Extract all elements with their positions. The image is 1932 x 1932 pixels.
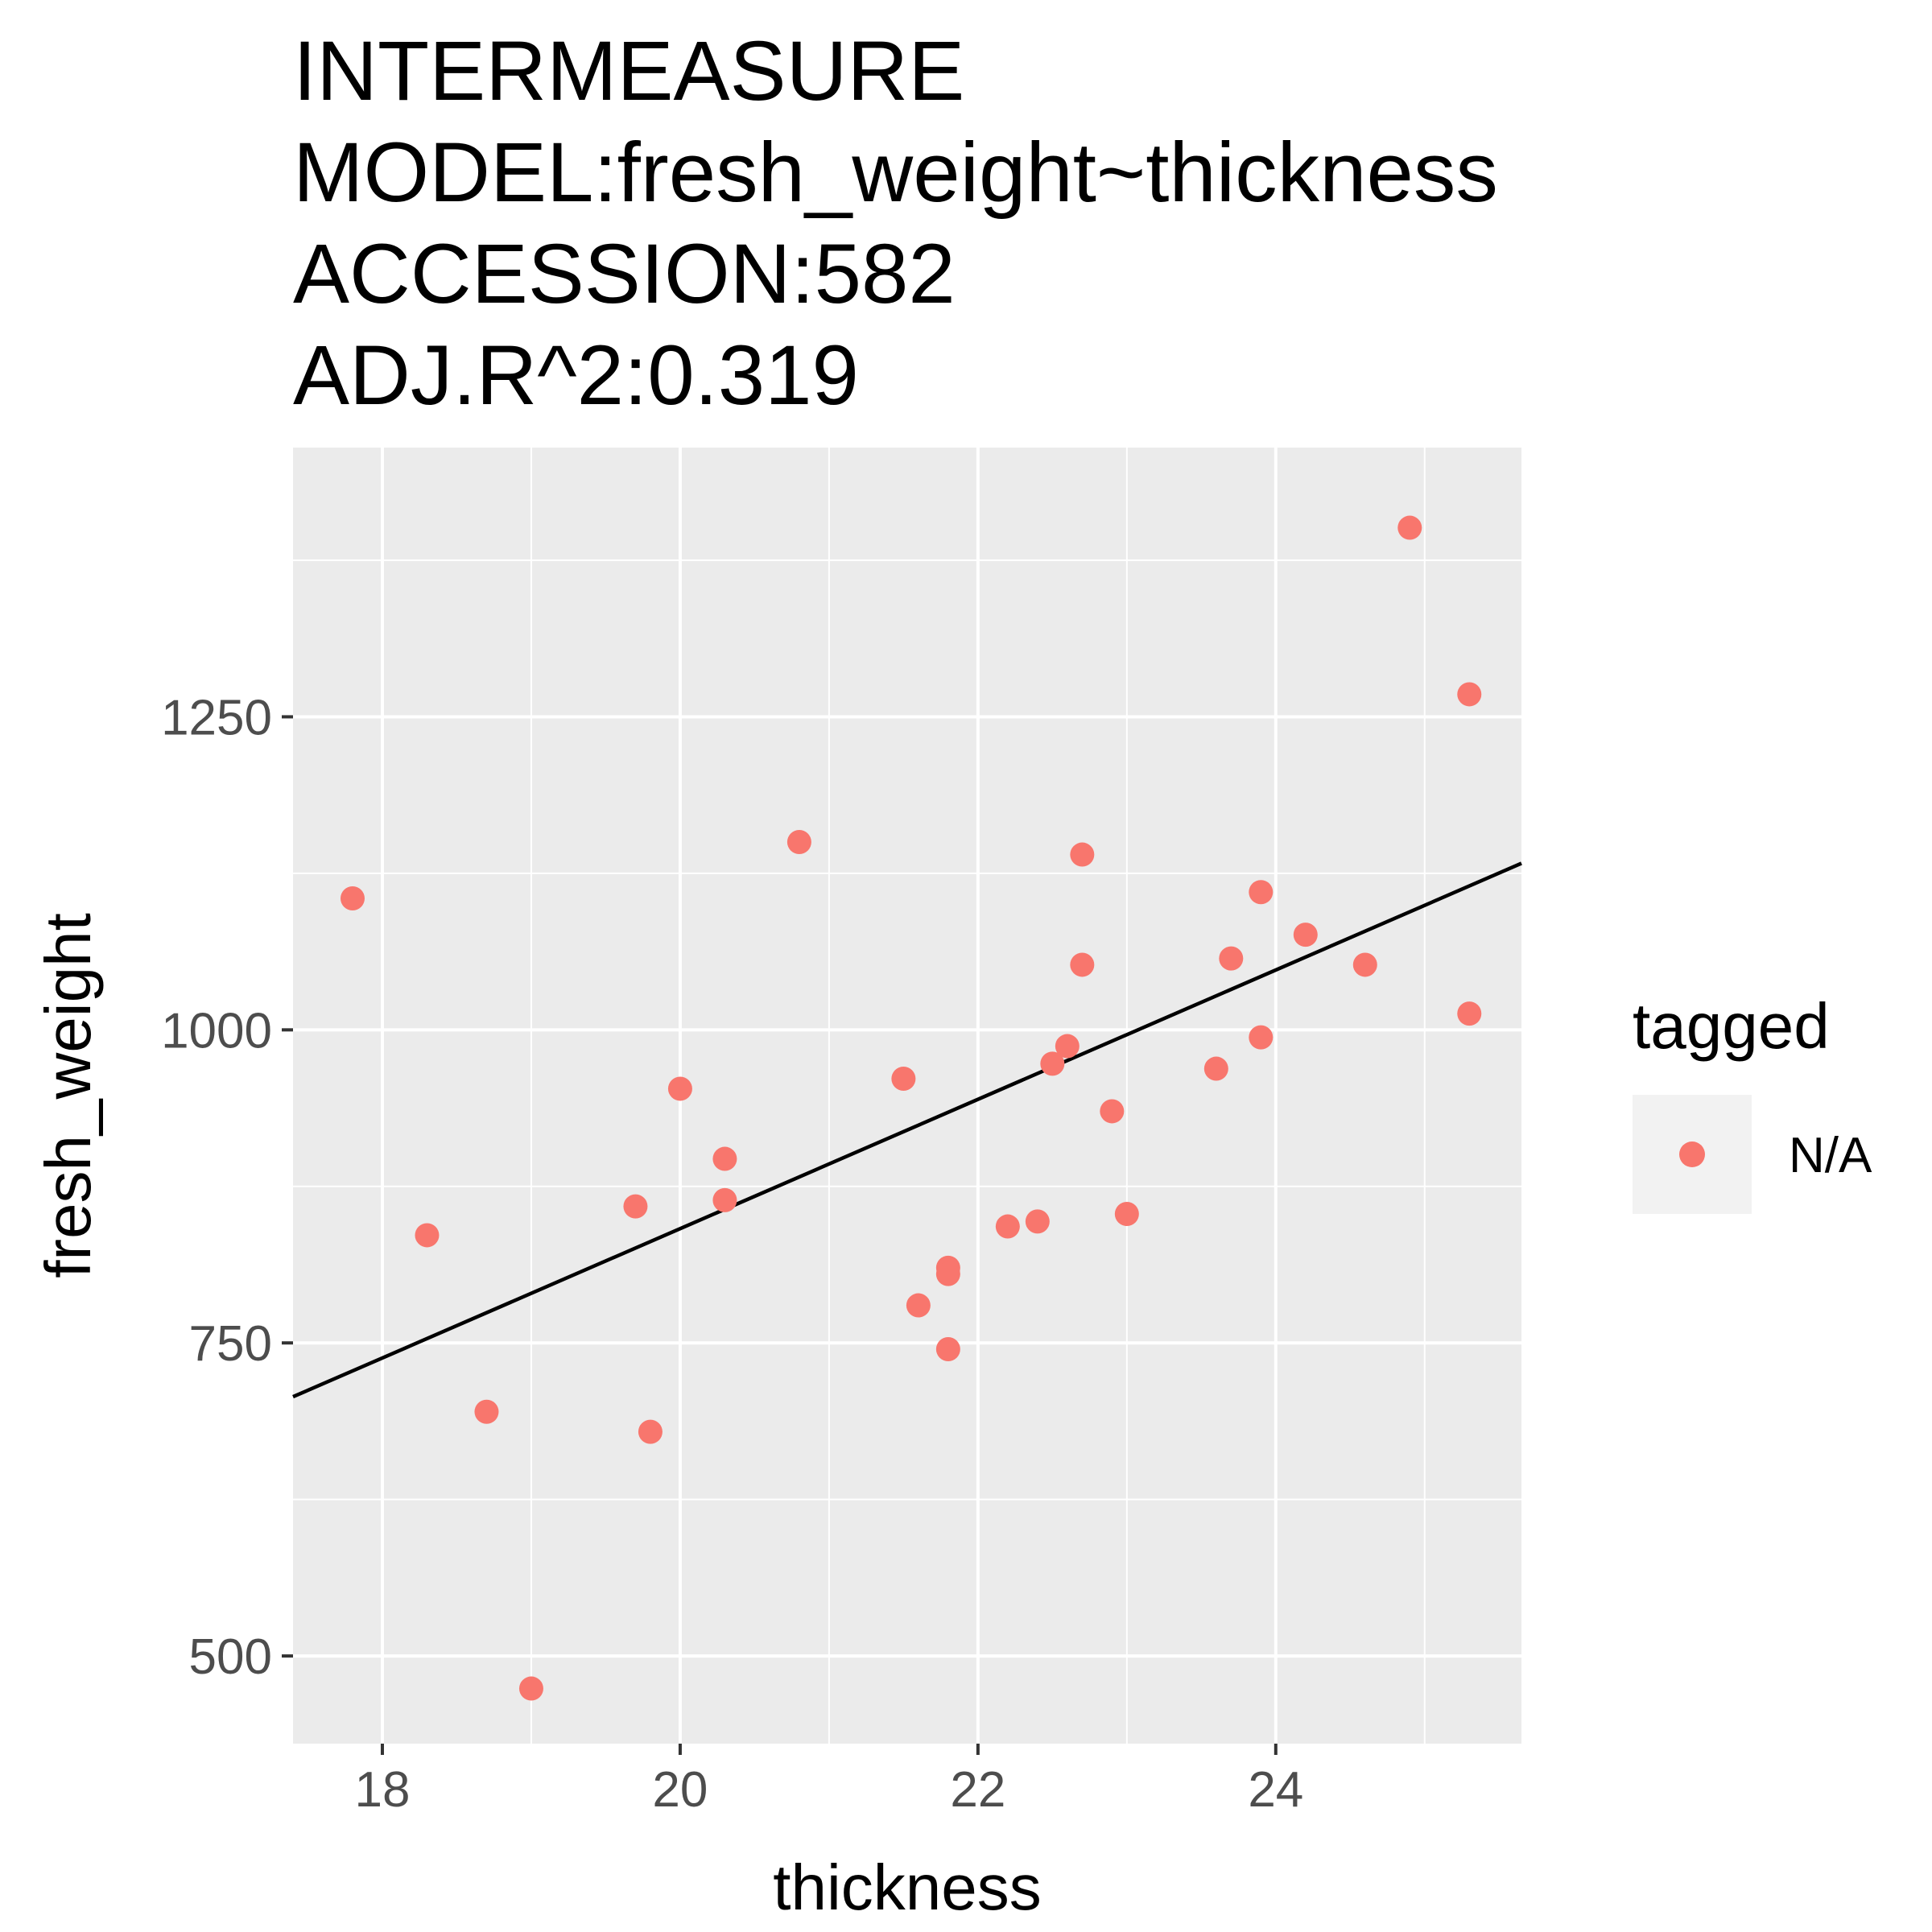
x-tick-label: 22 bbox=[950, 1762, 1005, 1818]
legend: tagged N/A bbox=[1633, 990, 1872, 1214]
data-point bbox=[935, 1261, 960, 1286]
data-point bbox=[1397, 515, 1422, 540]
data-point bbox=[1055, 1034, 1080, 1059]
chart-title: INTERMEASUREMODEL:fresh_weight~thickness… bbox=[293, 24, 1498, 423]
data-point bbox=[712, 1187, 737, 1212]
data-point bbox=[415, 1223, 440, 1248]
data-point bbox=[518, 1676, 543, 1701]
legend-title: tagged bbox=[1633, 990, 1830, 1062]
y-axis: 500 750 1000 1250 bbox=[161, 690, 293, 1685]
data-point bbox=[906, 1293, 931, 1318]
data-point bbox=[1457, 1001, 1482, 1026]
legend-label: N/A bbox=[1789, 1128, 1872, 1183]
x-tick-label: 24 bbox=[1248, 1762, 1303, 1818]
data-point bbox=[1457, 682, 1482, 707]
minor-gridlines bbox=[293, 448, 1521, 1744]
title-line: ADJ.R^2:0.319 bbox=[293, 328, 859, 423]
data-point bbox=[623, 1194, 648, 1219]
y-axis-title: fresh_weight bbox=[32, 913, 104, 1278]
major-gridlines bbox=[293, 448, 1521, 1744]
data-point bbox=[1114, 1202, 1139, 1226]
data-point bbox=[1100, 1099, 1125, 1124]
data-point bbox=[667, 1076, 692, 1101]
data-point bbox=[1352, 952, 1377, 977]
title-line: MODEL:fresh_weight~thickness bbox=[293, 126, 1498, 220]
data-point bbox=[1025, 1209, 1050, 1234]
data-point bbox=[1040, 1051, 1065, 1076]
regression-line bbox=[292, 861, 1522, 1399]
y-tick-label: 1250 bbox=[161, 690, 272, 745]
x-tick-label: 18 bbox=[354, 1762, 410, 1818]
data-point bbox=[1070, 952, 1095, 977]
data-point bbox=[1249, 1025, 1274, 1050]
data-point bbox=[1249, 880, 1274, 905]
data-point bbox=[1219, 946, 1244, 971]
data-point bbox=[474, 1399, 499, 1424]
data-point bbox=[891, 1067, 916, 1091]
plot-panel bbox=[293, 448, 1521, 1744]
data-point bbox=[1070, 842, 1095, 867]
x-axis: 18 20 22 24 bbox=[354, 1744, 1303, 1818]
data-point bbox=[935, 1337, 960, 1361]
title-line: ACCESSION:582 bbox=[293, 227, 956, 321]
data-point bbox=[1293, 923, 1318, 947]
y-tick-label: 750 bbox=[189, 1316, 272, 1372]
x-tick-label: 20 bbox=[652, 1762, 708, 1818]
x-axis-title: thickness bbox=[773, 1852, 1041, 1923]
data-point bbox=[995, 1214, 1020, 1239]
title-line: INTERMEASURE bbox=[293, 24, 964, 118]
y-tick-label: 1000 bbox=[161, 1003, 272, 1059]
data-point bbox=[1203, 1056, 1228, 1081]
data-point bbox=[638, 1419, 663, 1444]
data-point bbox=[340, 886, 365, 910]
data-points bbox=[340, 515, 1482, 1701]
legend-key-point bbox=[1679, 1141, 1705, 1167]
data-point bbox=[786, 830, 811, 854]
y-tick-label: 500 bbox=[189, 1629, 272, 1685]
data-point bbox=[712, 1146, 737, 1171]
